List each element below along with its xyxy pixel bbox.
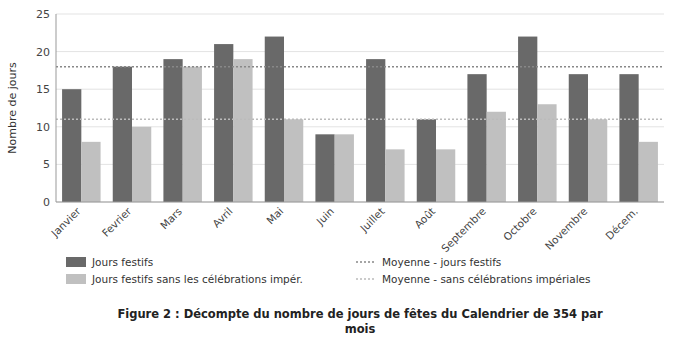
x-tick-label: Avril [210,205,235,230]
bar-series [81,59,658,202]
bar [62,89,81,202]
legend-label: Moyenne - sans célébrations impériales [382,273,591,285]
legend-label: Moyenne - jours festifs [382,256,501,268]
y-tick-label: 10 [36,121,50,134]
x-tick-label: Juin [313,205,336,228]
x-tick-label: Juillet [357,205,387,235]
legend-label: Jours festifs [91,256,153,268]
plot-marks [56,37,664,202]
page: {"chart_data": { "type": "bar", "title":… [0,0,676,358]
bar [588,119,607,202]
bar [385,149,404,202]
bar [335,134,354,202]
bar [569,74,588,202]
x-tick-label: Septembre [439,205,488,254]
chart-svg: 0 5 10 15 20 25 Nombre de jours Janvier Fevrier M… [0,0,676,358]
x-tick-label: Janvier [48,204,83,239]
grid-line [56,51,664,52]
x-tick-label: Octobre [501,205,539,243]
chart-title: Figure 2 : Décompte du nombre de jours d… [117,307,603,336]
bar [214,44,233,202]
bar [467,74,486,202]
y-tick-label: 0 [43,196,50,209]
y-axis-label: Nombre de jours [6,62,19,154]
bar [132,127,151,202]
bar [639,142,658,202]
x-tick-label: Mars [158,205,184,231]
y-tick-labels: 0 5 10 15 20 25 [36,8,50,209]
bar [113,67,132,202]
x-tick-label: Mai [264,205,286,227]
y-tick-label: 25 [36,8,50,21]
chart-title-line: mois [345,322,376,336]
legend-swatch [66,274,86,284]
x-tick-label: Novembre [542,205,589,252]
bar [315,134,334,202]
mean-line [56,119,664,121]
bar [417,119,436,202]
bar [366,59,385,202]
y-tick-label: 20 [36,46,50,59]
legend-swatch [356,278,376,280]
y-grid [56,14,664,202]
bar [436,149,455,202]
bar [487,112,506,202]
x-tick-label: Fevrier [99,204,134,239]
bar [233,59,252,202]
bar [163,59,182,202]
bar [183,67,202,202]
x-tick-label: Août [412,205,438,231]
bar [81,142,100,202]
legend: Jours festifs Jours festifs sans les célé… [66,256,591,285]
mean-line [56,66,664,68]
chart-container: 0 5 10 15 20 25 Nombre de jours Janvier Fevrier M… [0,0,676,358]
grid-line [56,202,664,203]
y-axis-line [56,14,57,202]
x-tick-labels: Janvier Fevrier Mars Avril Mai Juin Juillet Aoû… [48,204,640,254]
legend-label: Jours festifs sans les célébrations impé… [91,273,303,285]
chart-title-line: Figure 2 : Décompte du nombre de jours d… [117,307,603,321]
x-tick-label: Décem. [603,205,640,242]
y-tick-label: 15 [36,83,50,96]
y-tick-label: 5 [43,158,50,171]
grid-line [56,14,664,15]
bar [619,74,638,202]
x-axis-line [56,202,664,203]
legend-swatch [356,261,376,263]
bar [284,119,303,202]
legend-swatch [66,257,86,267]
